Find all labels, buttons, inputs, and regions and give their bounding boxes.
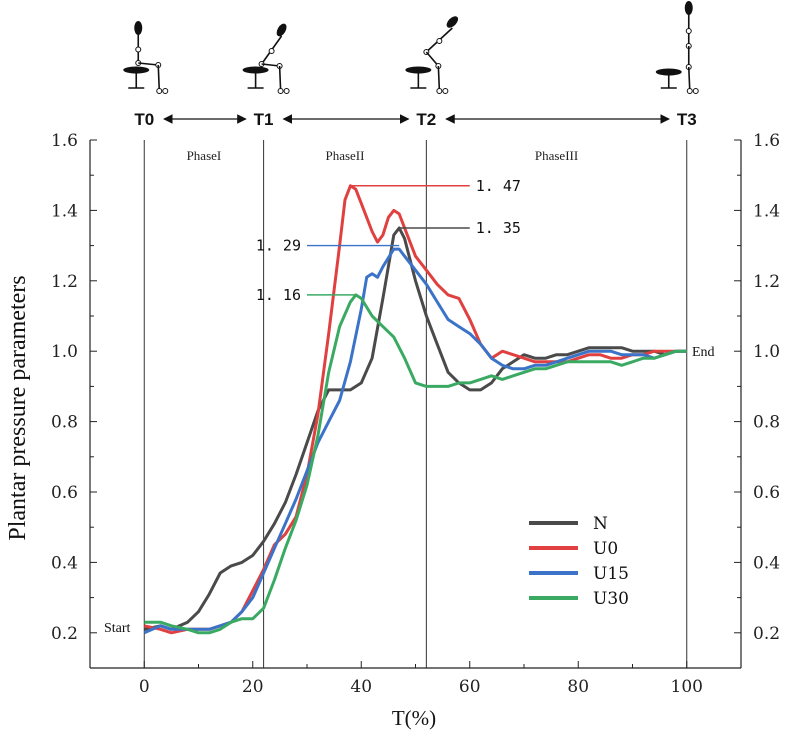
x-tick-label: 40 [350,677,372,697]
joint [442,88,449,94]
x-tick-label: 80 [567,677,589,697]
joint [268,48,275,54]
series-line-u0 [143,184,687,635]
legend: N U0 U15 U30 [529,514,629,609]
annotation-label: 1. 47 [476,177,521,195]
series-line-u15 [143,247,687,635]
phase-label: PhaseIII [535,148,578,163]
annotation-label: 1. 29 [256,237,301,255]
phase-layer: T0 T1 T2 T3 PhaseI PhaseII PhaseIII [134,110,697,668]
shin [278,65,282,91]
annotation-layer: 1. 47 1. 35 1. 29 1. 16 [256,177,521,304]
annotation-label: 1. 35 [476,219,521,237]
x-tick-label: 20 [242,677,264,697]
y-tick-label-right: 0.4 [753,553,780,573]
series-line-n [143,226,687,631]
y-tick-label-left: 1.4 [51,201,78,221]
y-tick-label-left: 0.4 [51,553,78,573]
plot-frame [89,140,742,669]
y-tick-label-right: 1.6 [753,131,780,151]
shin [157,64,161,91]
head-icon [134,21,143,35]
start-label: Start [104,621,131,636]
phase-label: PhaseI [187,148,222,163]
head-icon [684,1,693,15]
person-figure-icon [655,1,699,94]
annotation-label: 1. 16 [256,286,301,304]
phase-marker-label: T0 [134,110,154,129]
thigh [425,51,439,67]
legend-label: U0 [593,539,618,559]
y-tick-label-left: 0.8 [51,413,78,433]
phase-marker-label: T2 [416,110,436,129]
x-axis-title: T(%) [392,706,436,730]
joint [135,46,142,53]
joint [685,28,692,34]
person-figure-icon [405,16,459,94]
thigh [261,63,280,67]
person-figure-icon [242,23,290,94]
x-tick-label: 100 [671,677,703,697]
sit-to-stand-figures [123,1,699,94]
thigh [138,62,159,66]
x-tick-label: 0 [139,677,150,697]
head-icon [446,16,459,28]
legend-label: U30 [593,589,629,609]
joint [162,88,169,94]
y-tick-label-right: 0.8 [753,413,780,433]
joint [436,88,443,94]
y-tick-label-right: 1.0 [753,342,780,362]
tick-layer: 0.2 0.2 0.4 0.4 0.6 0.6 0.8 0.8 1.0 1.0 1.2 1.2 1.4 1… [51,131,780,697]
y-tick-label-left: 1.6 [51,131,78,151]
y-tick-label-left: 1.0 [51,342,78,362]
series-layer [143,184,687,635]
shin [687,66,691,91]
joint [692,88,699,94]
y-tick-label-left: 1.2 [51,272,78,292]
y-tick-label-right: 0.2 [753,624,780,644]
x-tick-label: 60 [459,677,481,697]
y-tick-label-left: 0.2 [51,624,78,644]
legend-label: U15 [593,564,629,584]
head-icon [276,23,287,37]
end-label: End [692,345,715,360]
shin [437,65,441,91]
phase-marker-label: T3 [677,110,697,129]
y-tick-label-left: 0.6 [51,483,78,503]
joint [277,88,284,94]
y-tick-label-right: 1.2 [753,272,780,292]
y-tick-label-right: 1.4 [753,201,780,221]
person-figure-icon [123,21,169,94]
legend-label: N [593,514,608,534]
joint [686,88,693,94]
joint [283,88,290,94]
joint [156,88,163,94]
joint [436,38,443,44]
y-axis-title: Plantar pressure parameters [5,275,31,540]
phase-marker-label: T1 [254,110,274,129]
series-line-u30 [144,293,687,635]
phase-label: PhaseII [325,148,364,163]
y-tick-label-right: 0.6 [753,483,780,503]
